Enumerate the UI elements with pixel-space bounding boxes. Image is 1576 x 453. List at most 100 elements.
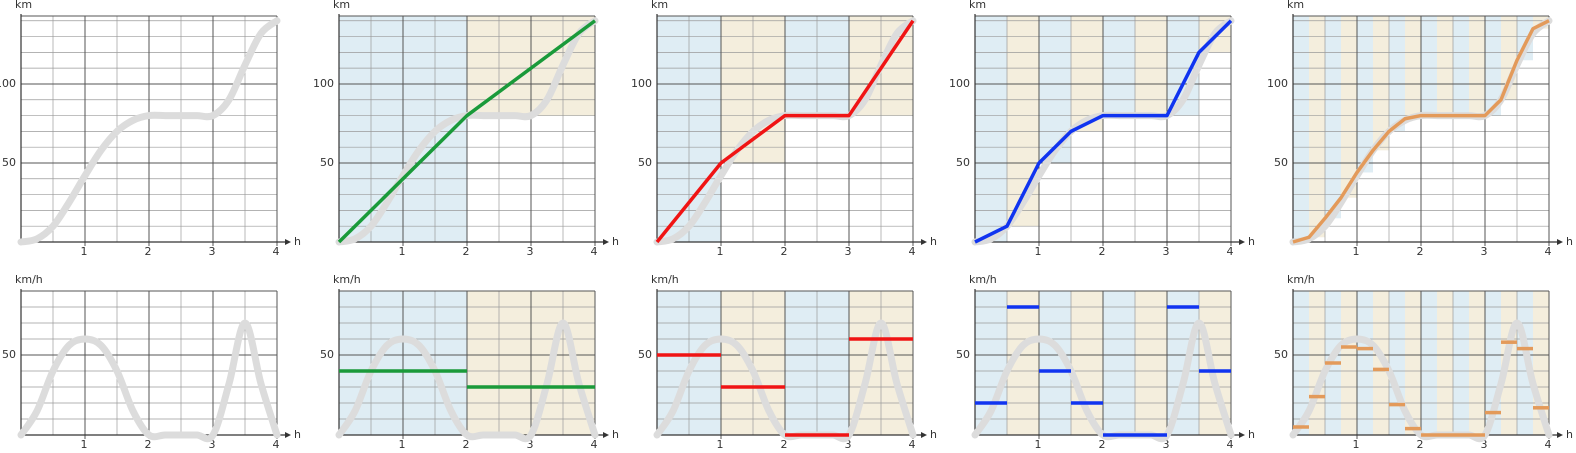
x-tick-label: 2 [1417, 245, 1424, 258]
y-tick-label: 100 [1267, 77, 1288, 90]
x-tick-label: 2 [1099, 438, 1106, 451]
band [1309, 16, 1325, 238]
y-axis-label: km [969, 0, 986, 11]
x-axis-label: h [930, 428, 937, 441]
x-tick-label: 3 [845, 245, 852, 258]
x-tick-label: 1 [1035, 245, 1042, 258]
x-tick-label: 4 [1227, 245, 1234, 258]
x-tick-label: 3 [1163, 245, 1170, 258]
y-axis-label: km [15, 0, 32, 11]
series-line [974, 19, 1233, 244]
band [1469, 291, 1485, 435]
x-tick-label: 1 [1353, 245, 1360, 258]
x-tick-label: 4 [1545, 245, 1552, 258]
x-tick-label: 4 [909, 245, 916, 258]
x-axis-arrow [921, 432, 927, 438]
x-axis-label: h [930, 235, 937, 248]
y-tick-label: 100 [631, 77, 652, 90]
series-line [1292, 19, 1550, 244]
x-axis-label: h [612, 235, 619, 248]
x-tick-label: 1 [399, 245, 406, 258]
x-tick-label: 4 [273, 245, 280, 258]
band [1437, 291, 1453, 435]
x-axis-label: h [294, 235, 301, 248]
x-axis-label: h [1248, 428, 1255, 441]
band [1469, 16, 1485, 116]
x-axis-arrow [1557, 239, 1563, 245]
band [1103, 16, 1135, 116]
x-tick-label: 2 [145, 438, 152, 451]
x-tick-label: 1 [1353, 438, 1360, 451]
band [1453, 16, 1469, 116]
band [1293, 291, 1309, 435]
x-tick-label: 3 [209, 245, 216, 258]
x-tick-label: 2 [1099, 245, 1106, 258]
y-tick-label: 100 [949, 77, 970, 90]
y-axis-label: km [333, 0, 350, 11]
x-axis-label: h [294, 428, 301, 441]
reference-curve [335, 319, 599, 443]
series-line [337, 19, 597, 244]
x-tick-label: 2 [145, 245, 152, 258]
series-line [655, 19, 915, 244]
x-tick-label: 1 [1035, 438, 1042, 451]
x-tick-label: 2 [781, 438, 788, 451]
y-axis-label: km/h [1287, 273, 1315, 286]
x-tick-label: 1 [717, 245, 724, 258]
x-tick-label: 1 [81, 438, 88, 451]
x-tick-label: 4 [909, 438, 916, 451]
x-tick-label: 4 [591, 438, 598, 451]
x-tick-label: 3 [845, 438, 852, 451]
x-tick-label: 4 [1227, 438, 1234, 451]
band [1293, 16, 1309, 242]
band [1485, 16, 1501, 116]
band [1135, 16, 1167, 116]
y-axis-label: km [1287, 0, 1304, 11]
y-tick-label: 50 [2, 156, 16, 169]
y-tick-label: 50 [320, 348, 334, 361]
band [1421, 16, 1437, 116]
x-axis-label: h [1248, 235, 1255, 248]
x-axis-arrow [921, 239, 927, 245]
band [1341, 16, 1357, 198]
band [1341, 291, 1357, 435]
y-tick-label: 50 [2, 348, 16, 361]
y-tick-label: 50 [956, 348, 970, 361]
x-axis-arrow [1239, 432, 1245, 438]
reference-curve [17, 319, 281, 443]
y-axis-label: km/h [969, 273, 997, 286]
band [1405, 16, 1421, 119]
x-axis-label: h [1566, 428, 1573, 441]
band [1421, 291, 1437, 435]
x-axis-arrow [285, 239, 291, 245]
band [1103, 291, 1135, 435]
band [1135, 291, 1167, 435]
band [1405, 291, 1421, 435]
x-tick-label: 3 [1481, 438, 1488, 451]
x-tick-label: 1 [399, 438, 406, 451]
y-axis-label: km/h [333, 273, 361, 286]
band [1437, 16, 1453, 116]
band [1071, 16, 1103, 132]
x-axis-label: h [612, 428, 619, 441]
x-axis-arrow [603, 432, 609, 438]
y-tick-label: 50 [956, 156, 970, 169]
y-tick-label: 50 [320, 156, 334, 169]
band [1357, 291, 1373, 435]
x-axis-arrow [1557, 432, 1563, 438]
y-tick-label: 50 [1274, 348, 1288, 361]
reference-curve [17, 17, 281, 246]
y-axis-label: km/h [651, 273, 679, 286]
x-tick-label: 2 [463, 245, 470, 258]
x-tick-label: 3 [209, 438, 216, 451]
y-tick-label: 100 [313, 77, 334, 90]
band [1373, 16, 1389, 151]
x-tick-label: 3 [1163, 438, 1170, 451]
band [1453, 291, 1469, 435]
band [975, 16, 1007, 242]
x-tick-label: 3 [1481, 245, 1488, 258]
band [1325, 16, 1341, 219]
y-tick-label: 50 [1274, 156, 1288, 169]
